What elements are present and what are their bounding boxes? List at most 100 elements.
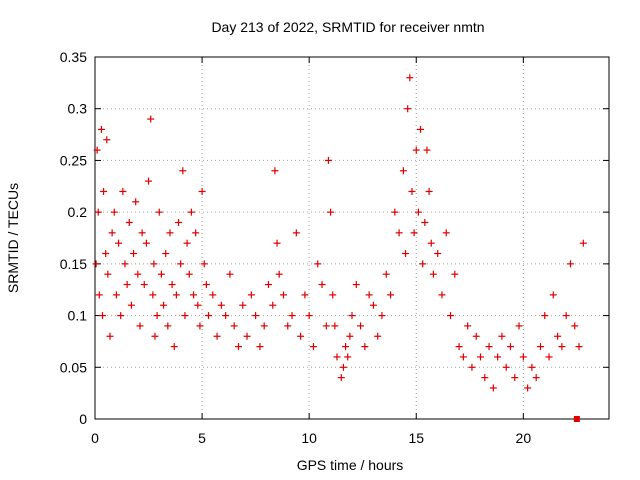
data-point bbox=[279, 291, 287, 299]
data-point bbox=[185, 270, 193, 278]
data-point bbox=[108, 229, 116, 237]
data-point bbox=[549, 291, 557, 299]
data-point bbox=[177, 260, 185, 268]
data-point bbox=[410, 229, 418, 237]
data-point bbox=[98, 312, 106, 320]
data-point bbox=[357, 322, 365, 330]
data-point bbox=[153, 312, 161, 320]
data-point bbox=[511, 374, 519, 382]
data-point bbox=[155, 208, 163, 216]
data-point bbox=[239, 301, 247, 309]
data-point bbox=[472, 332, 480, 340]
data-point bbox=[524, 384, 532, 392]
data-point bbox=[269, 301, 277, 309]
data-point bbox=[348, 312, 356, 320]
data-point bbox=[256, 343, 264, 351]
data-point bbox=[260, 322, 268, 330]
data-point bbox=[150, 260, 158, 268]
data-point bbox=[132, 198, 140, 206]
data-point bbox=[477, 353, 484, 361]
data-point bbox=[528, 363, 536, 371]
data-point bbox=[170, 343, 178, 351]
data-point bbox=[127, 301, 135, 309]
y-tick-label: 0 bbox=[79, 411, 87, 427]
y-axis-label: SRMTID / TECUs bbox=[5, 183, 21, 293]
data-point bbox=[429, 270, 437, 278]
data-point bbox=[230, 322, 238, 330]
data-point bbox=[136, 322, 144, 330]
data-point bbox=[352, 281, 360, 289]
y-tick-label: 0.3 bbox=[68, 101, 88, 117]
data-point bbox=[329, 291, 337, 299]
x-tick-label: 10 bbox=[301, 430, 317, 446]
data-point bbox=[273, 239, 281, 247]
data-point bbox=[558, 343, 566, 351]
data-point bbox=[337, 374, 345, 382]
data-point bbox=[399, 167, 407, 175]
data-point bbox=[331, 322, 339, 330]
data-point bbox=[247, 291, 255, 299]
data-point bbox=[566, 260, 574, 268]
data-point bbox=[468, 363, 476, 371]
data-point bbox=[408, 187, 416, 195]
data-point bbox=[554, 332, 562, 340]
data-point bbox=[121, 260, 129, 268]
data-point bbox=[134, 270, 142, 278]
data-point bbox=[442, 229, 450, 237]
data-point bbox=[434, 250, 442, 258]
ticks: 0 5 10 15 20 0 0.05 0.1 0.15 0.2 0.25 0.3 0.35 bbox=[60, 49, 609, 446]
data-point bbox=[164, 322, 172, 330]
data-point bbox=[234, 343, 242, 351]
data-point bbox=[166, 229, 174, 237]
data-point bbox=[200, 260, 208, 268]
data-point bbox=[284, 322, 292, 330]
data-point bbox=[545, 353, 553, 361]
data-point bbox=[252, 312, 260, 320]
data-point bbox=[95, 291, 103, 299]
data-point bbox=[213, 332, 221, 340]
data-point bbox=[322, 322, 330, 330]
data-point bbox=[125, 218, 133, 226]
data-point bbox=[243, 332, 251, 340]
data-point bbox=[192, 229, 200, 237]
data-point bbox=[112, 291, 120, 299]
data-point bbox=[374, 332, 382, 340]
data-point bbox=[378, 312, 386, 320]
data-point bbox=[157, 270, 165, 278]
data-point bbox=[183, 239, 191, 247]
data-point bbox=[519, 353, 527, 361]
data-point bbox=[97, 125, 105, 133]
data-point bbox=[145, 177, 153, 185]
data-point bbox=[412, 146, 420, 154]
data-point bbox=[209, 291, 217, 299]
x-tick-label: 15 bbox=[408, 430, 424, 446]
data-point bbox=[130, 250, 138, 258]
data-point bbox=[172, 291, 180, 299]
data-point bbox=[344, 353, 352, 361]
data-point bbox=[327, 208, 335, 216]
data-point bbox=[93, 146, 101, 154]
data-point bbox=[175, 218, 183, 226]
data-point bbox=[196, 322, 204, 330]
y-tick-label: 0.25 bbox=[60, 152, 87, 168]
data-point bbox=[115, 239, 123, 247]
data-point bbox=[324, 156, 332, 164]
x-tick-label: 0 bbox=[91, 430, 99, 446]
data-point bbox=[541, 312, 549, 320]
data-point bbox=[301, 291, 309, 299]
data-point bbox=[297, 332, 305, 340]
data-point bbox=[369, 301, 377, 309]
data-point bbox=[149, 291, 157, 299]
data-point bbox=[292, 229, 300, 237]
data-point bbox=[498, 332, 506, 340]
data-point-square bbox=[573, 416, 580, 422]
y-tick-label: 0.1 bbox=[68, 308, 88, 324]
data-point bbox=[427, 239, 435, 247]
data-point bbox=[140, 281, 148, 289]
data-point bbox=[104, 270, 112, 278]
data-point bbox=[102, 250, 110, 258]
data-point bbox=[382, 270, 390, 278]
data-point bbox=[481, 374, 489, 382]
data-point bbox=[414, 208, 422, 216]
